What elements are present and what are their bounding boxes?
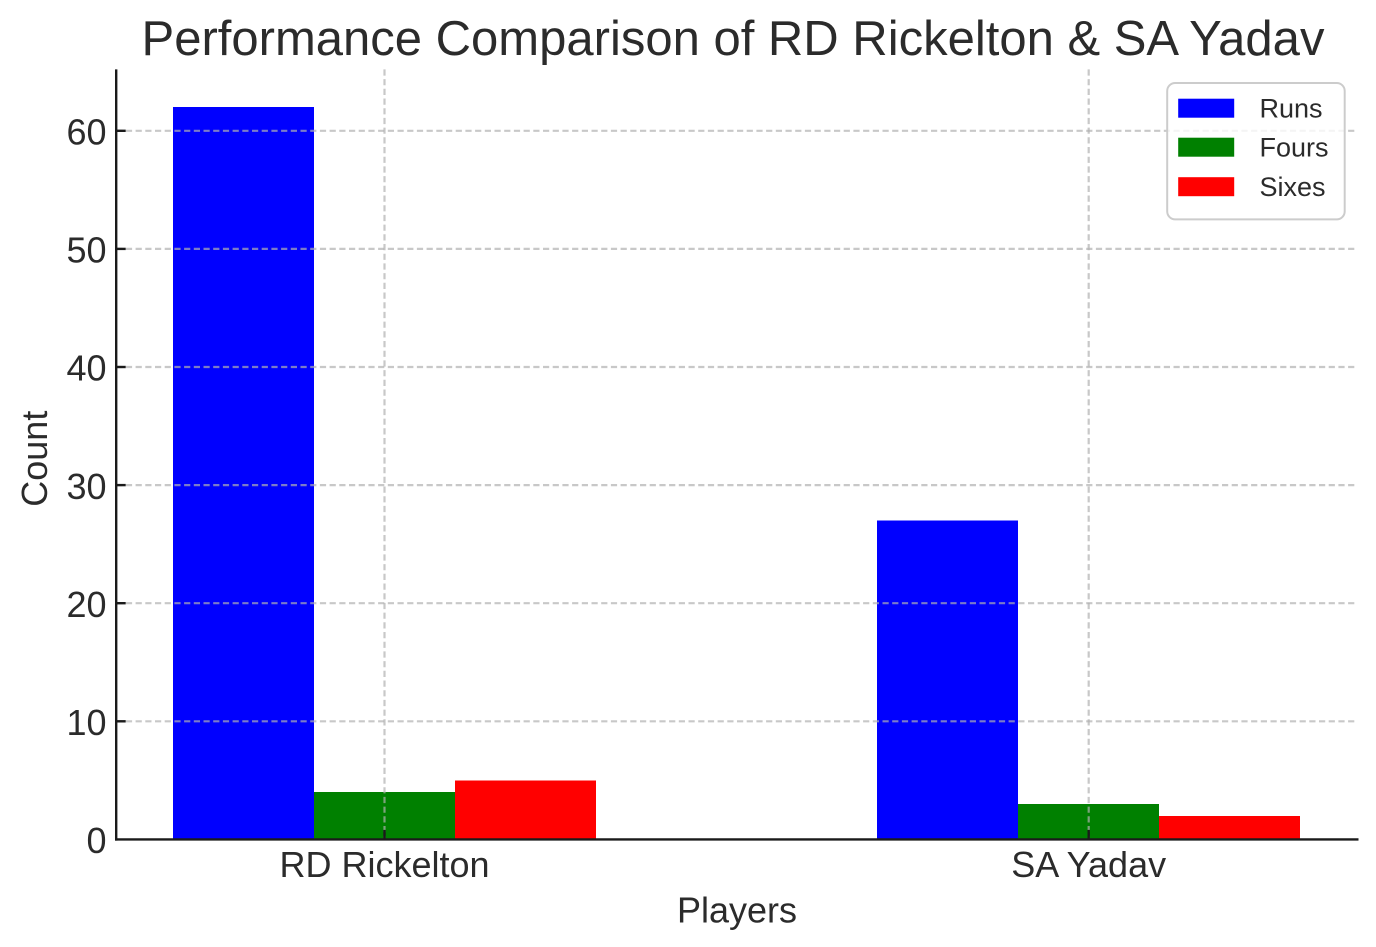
svg-text:60: 60	[66, 112, 106, 153]
svg-text:SA Yadav: SA Yadav	[1011, 844, 1166, 885]
svg-text:Players: Players	[677, 890, 797, 931]
svg-text:40: 40	[66, 348, 106, 389]
svg-text:Fours: Fours	[1260, 133, 1329, 163]
svg-text:RD Rickelton: RD Rickelton	[279, 844, 489, 885]
svg-text:Sixes: Sixes	[1260, 172, 1326, 202]
svg-text:Count: Count	[14, 411, 55, 507]
svg-text:20: 20	[66, 584, 106, 625]
svg-text:Performance Comparison of RD R: Performance Comparison of RD Rickelton &…	[142, 12, 1325, 66]
svg-text:0: 0	[86, 820, 106, 861]
svg-text:30: 30	[66, 466, 106, 507]
svg-text:Runs: Runs	[1260, 94, 1323, 124]
svg-text:10: 10	[66, 702, 106, 743]
svg-text:50: 50	[66, 230, 106, 271]
